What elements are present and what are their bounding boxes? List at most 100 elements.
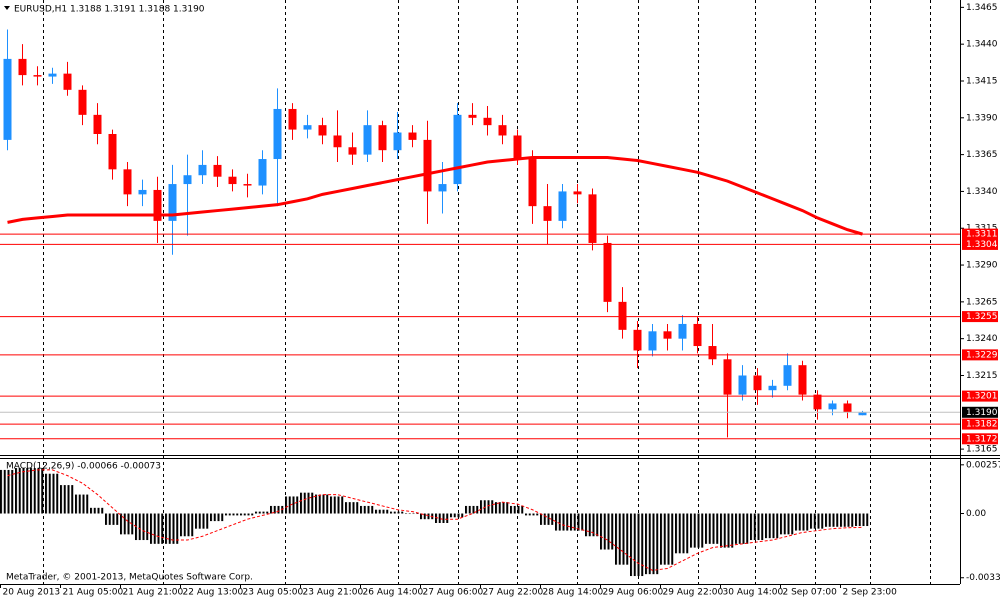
macd-bar: [90, 507, 105, 514]
candle-body: [558, 191, 567, 221]
candle-body: [738, 375, 747, 395]
candle-body: [723, 359, 732, 395]
y-tick-label: 1.3165: [966, 445, 998, 455]
y-tick-label: 1.3290: [966, 261, 998, 271]
candle-body: [633, 329, 642, 351]
candle-body: [363, 125, 372, 155]
level-label-box: [962, 390, 998, 402]
y-tick-label: 0.00: [966, 509, 986, 519]
macd-bar: [540, 513, 555, 525]
macd-bar: [75, 494, 90, 514]
macd-bar: [345, 502, 360, 514]
candle-body: [378, 125, 387, 151]
x-tick-label: 21 Aug 21:00: [123, 588, 184, 598]
macd-bar: [645, 513, 660, 575]
candle-body: [213, 164, 222, 177]
candle-body: [843, 403, 852, 413]
macd-bar: [825, 513, 840, 527]
macd-bar: [60, 485, 75, 514]
x-tick-label: 27 Aug 22:00: [483, 588, 544, 598]
macd-bar: [225, 513, 240, 516]
x-tick-label: 2 Sep 07:00: [783, 588, 838, 598]
macd-bar: [480, 500, 495, 514]
macd-bar: [720, 513, 735, 548]
macd-bar: [150, 513, 165, 544]
macd-bar: [195, 513, 210, 529]
candle-body: [318, 125, 327, 136]
candle-body: [93, 114, 102, 134]
candle-body: [228, 176, 237, 185]
y-tick-label: 1.3265: [966, 297, 998, 307]
macd-bar: [390, 511, 405, 514]
macd-bar: [135, 513, 150, 541]
candle-body: [678, 323, 687, 339]
macd-bar: [360, 505, 375, 514]
macd-bar: [0, 469, 15, 514]
candle-body: [768, 385, 777, 391]
macd-bar: [105, 513, 120, 525]
candle-body: [108, 133, 117, 170]
macd-bar: [690, 513, 705, 548]
x-tick-label: 28 Aug 14:00: [543, 588, 604, 598]
price-panel: 1.3465 1.3440 1.3415 1.3390 1.3365 1.3340 1.33…: [0, 3, 998, 455]
chart-title: EURUSD,H1 1.3188 1.3191 1.3188 1.3190: [14, 5, 205, 15]
macd-bar: [765, 513, 780, 539]
menu-arrow[interactable]: [4, 6, 10, 10]
macd-bar: [120, 513, 135, 535]
macd-bar: [285, 496, 300, 514]
candle-body: [528, 159, 537, 207]
y-tick-label: 1.3365: [966, 150, 998, 160]
level-label: 1.3304: [966, 240, 998, 250]
macd-bar: [555, 513, 570, 531]
macd-bar: [180, 513, 195, 537]
candle-body: [603, 242, 612, 302]
y-tick-label: 1.3465: [966, 3, 998, 13]
x-tick-label: 23 Aug 21:00: [303, 588, 364, 598]
macd-bar: [375, 509, 390, 514]
level-label-box: [962, 228, 998, 240]
macd-bar: [15, 468, 30, 514]
macd-bar: [855, 513, 870, 527]
macd-bar: [735, 513, 750, 544]
candle-body: [588, 194, 597, 243]
candle-body: [153, 189, 162, 221]
candle-body: [168, 184, 177, 221]
level-label: 1.3172: [966, 434, 998, 444]
macd-bar: [570, 513, 585, 531]
macd-bar: [405, 513, 420, 515]
macd-bar: [45, 473, 60, 514]
macd-bar: [300, 492, 315, 514]
macd-bar: [210, 513, 225, 522]
candle-body: [408, 132, 417, 140]
candle-body: [618, 301, 627, 330]
candle-body: [3, 58, 12, 140]
macd-bar: [270, 505, 285, 514]
macd-bar: [525, 513, 540, 516]
candle-body: [423, 139, 432, 192]
candle-body: [543, 206, 552, 221]
candle-body: [828, 403, 837, 410]
x-tick-label: 30 Aug 14:00: [723, 588, 784, 598]
candle-body: [123, 169, 132, 195]
y-tick-label: 0.00257: [966, 460, 1000, 470]
macd-bar: [435, 513, 450, 523]
level-label-box: [962, 433, 998, 445]
copyright: MetaTrader, © 2001-2013, MetaQuotes Soft…: [6, 573, 253, 583]
level-label-box: [962, 311, 998, 323]
candle-body: [183, 175, 192, 185]
candle-body: [198, 164, 207, 176]
macd-bar: [705, 513, 720, 544]
macd-bar: [660, 513, 675, 565]
candle-body: [753, 375, 762, 391]
candle-body: [453, 114, 462, 185]
macd-bar: [495, 502, 510, 514]
candle-body: [783, 365, 792, 386]
candle-body: [273, 108, 282, 160]
y-tick-label: 1.3240: [966, 334, 998, 344]
candle-body: [243, 184, 252, 186]
candle-body: [798, 365, 807, 395]
macd-bar: [315, 494, 330, 514]
candle-body: [813, 394, 822, 410]
macd-bar: [840, 513, 855, 527]
